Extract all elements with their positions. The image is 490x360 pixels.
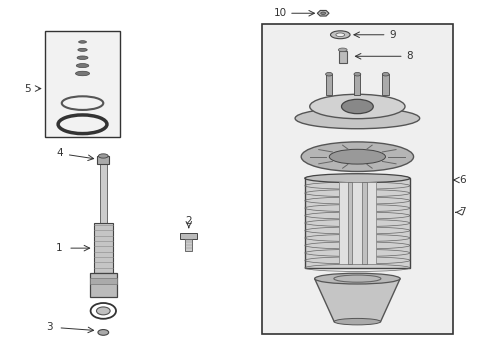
Ellipse shape — [329, 149, 386, 164]
Text: 1: 1 — [56, 243, 63, 253]
Text: 2: 2 — [186, 216, 192, 226]
Bar — [94, 223, 113, 273]
Bar — [305, 178, 410, 268]
Ellipse shape — [310, 94, 405, 119]
Bar — [326, 74, 332, 95]
Ellipse shape — [98, 329, 109, 335]
Polygon shape — [318, 10, 329, 16]
Ellipse shape — [336, 33, 344, 37]
Bar — [347, 182, 352, 264]
Bar — [354, 74, 360, 95]
Ellipse shape — [77, 56, 88, 59]
Bar — [382, 74, 389, 95]
Bar — [339, 51, 346, 63]
Ellipse shape — [305, 174, 410, 183]
Ellipse shape — [382, 72, 389, 76]
Bar — [339, 182, 376, 264]
Ellipse shape — [338, 48, 347, 51]
Ellipse shape — [78, 48, 87, 51]
Bar — [180, 233, 196, 239]
Ellipse shape — [78, 41, 86, 43]
Bar — [90, 278, 117, 284]
Bar — [45, 31, 121, 137]
Ellipse shape — [326, 72, 332, 76]
Bar — [98, 156, 109, 164]
Bar — [185, 239, 192, 251]
Ellipse shape — [331, 31, 350, 39]
Text: 10: 10 — [273, 8, 287, 18]
Bar — [100, 162, 107, 223]
Text: 9: 9 — [389, 30, 396, 40]
Ellipse shape — [342, 99, 373, 114]
Ellipse shape — [354, 72, 361, 76]
Ellipse shape — [321, 12, 326, 14]
Ellipse shape — [75, 71, 90, 76]
Text: 3: 3 — [46, 322, 53, 332]
Ellipse shape — [301, 142, 414, 171]
Polygon shape — [315, 279, 400, 321]
Text: 7: 7 — [459, 207, 466, 217]
Text: 8: 8 — [406, 51, 413, 61]
Ellipse shape — [334, 319, 381, 325]
Text: 6: 6 — [459, 175, 466, 185]
Ellipse shape — [98, 154, 108, 158]
Bar — [90, 273, 117, 297]
Bar — [362, 182, 367, 264]
Ellipse shape — [97, 307, 110, 315]
Ellipse shape — [76, 64, 89, 68]
Text: 4: 4 — [56, 148, 63, 158]
Text: 5: 5 — [24, 84, 31, 94]
Ellipse shape — [315, 273, 400, 284]
Bar — [262, 24, 453, 334]
Ellipse shape — [295, 108, 419, 129]
